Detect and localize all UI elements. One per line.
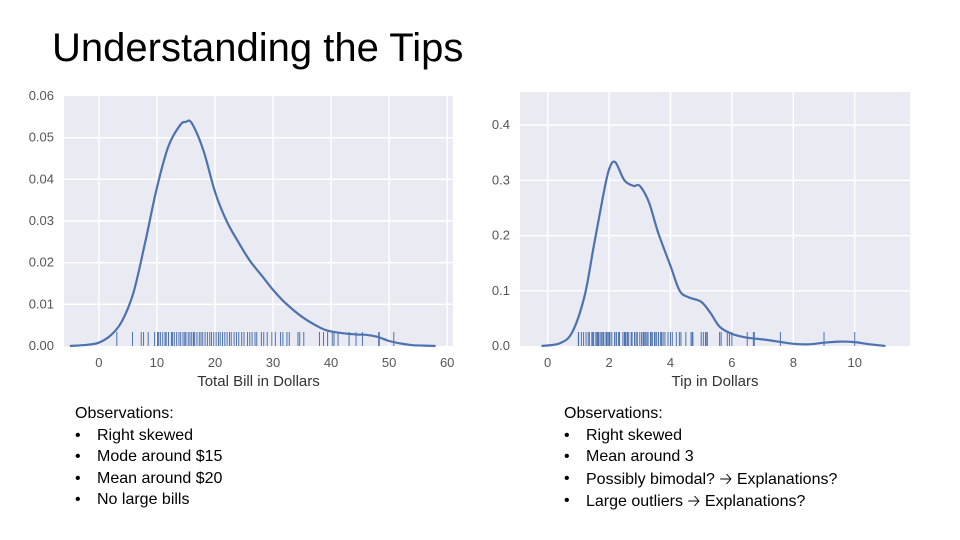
- x-tick-label: 50: [382, 355, 396, 370]
- x-tick-label: 4: [667, 355, 674, 370]
- observation-followup: Explanations?: [704, 493, 806, 510]
- observation-text: Mean around $20: [97, 469, 223, 487]
- density-curve: [69, 119, 436, 348]
- plot-area: [520, 92, 910, 346]
- observation-text: Large outliers: [586, 493, 683, 510]
- observation-text: Right skewed: [97, 426, 194, 444]
- x-axis-label: Total Bill in Dollars: [197, 373, 320, 390]
- y-tick-label: 0.1: [492, 283, 510, 298]
- x-tick-label: 60: [440, 355, 454, 370]
- y-tick-label: 0.3: [492, 172, 510, 187]
- density-curve: [541, 160, 886, 348]
- bullet-icon: •: [75, 469, 81, 487]
- x-tick-label: 6: [728, 355, 735, 370]
- observation-text: No large bills: [97, 491, 190, 508]
- observation-item: • No large bills: [75, 489, 222, 511]
- x-tick-label: 0: [544, 355, 551, 370]
- observation-text: Possibly bimodal?: [586, 470, 715, 488]
- y-tick-label: 0.04: [29, 171, 54, 186]
- y-tick-label: 0.03: [29, 213, 54, 228]
- x-tick-label: 8: [790, 355, 797, 370]
- x-tick-label: 2: [605, 355, 612, 370]
- y-tick-label: 0.00: [29, 338, 54, 353]
- bullet-icon: •: [75, 426, 81, 444]
- arrow-right-icon: 🡢: [687, 491, 701, 510]
- y-tick-label: 0.05: [29, 130, 54, 145]
- y-tick-label: 0.01: [29, 296, 54, 311]
- observation-text: Mean around 3: [586, 448, 694, 465]
- observation-item: • Mode around $15: [75, 446, 222, 468]
- bullet-icon: •: [564, 448, 570, 465]
- x-tick-label: 10: [150, 355, 164, 370]
- tip-density-chart: 0.0 0.1 0.2 0.3 0.4 0 2 4 6 8 10 Tip in Dollars: [492, 92, 910, 390]
- bullet-icon: •: [564, 426, 570, 444]
- observations-heading: Observations:: [75, 405, 174, 422]
- observation-text: Mode around $15: [97, 448, 223, 465]
- y-tick-label: 0.2: [492, 228, 510, 243]
- x-tick-label: 10: [847, 355, 861, 370]
- x-tick-label: 0: [95, 355, 102, 370]
- bullet-icon: •: [564, 492, 570, 509]
- y-tick-label: 0.4: [492, 117, 510, 132]
- total-bill-density-chart: 0.00 0.01 0.02 0.03 0.04 0.05 0.06 0 10 20 30 40 50 6…: [29, 88, 455, 390]
- observation-item: • Mean around 3: [564, 446, 837, 468]
- bullet-icon: •: [75, 491, 81, 508]
- observation-item: • Right skewed: [75, 425, 222, 447]
- observation-item: • Large outliers 🡢 Explanations?: [564, 490, 837, 513]
- x-tick-label: 30: [266, 355, 280, 370]
- slide-title: Understanding the Tips: [52, 26, 464, 70]
- x-axis-label: Tip in Dollars: [672, 373, 759, 390]
- observations-left: Observations: • Right skewed • Mode around…: [75, 403, 222, 511]
- observations-list: • Right skewed • Mode around $15 • Mean aro…: [75, 425, 222, 511]
- observation-item: • Possibly bimodal? 🡢 Explanations?: [564, 468, 837, 491]
- observation-item: • Mean around $20: [75, 468, 222, 490]
- observation-item: • Right skewed: [564, 425, 837, 447]
- observations-list: • Right skewed • Mean around 3 • Possibly b…: [564, 425, 837, 513]
- y-tick-label: 0.0: [492, 338, 510, 353]
- x-tick-label: 40: [324, 355, 338, 370]
- observations-heading: Observations:: [564, 405, 663, 422]
- observation-followup: Explanations?: [736, 470, 838, 488]
- bullet-icon: •: [564, 469, 570, 487]
- bullet-icon: •: [75, 448, 81, 465]
- x-tick-label: 20: [208, 355, 222, 370]
- arrow-right-icon: 🡢: [719, 468, 733, 488]
- y-tick-label: 0.06: [29, 88, 54, 103]
- observation-text: Right skewed: [586, 426, 683, 444]
- observations-right: Observations: • Right skewed • Mean around…: [564, 403, 837, 513]
- y-tick-label: 0.02: [29, 255, 54, 270]
